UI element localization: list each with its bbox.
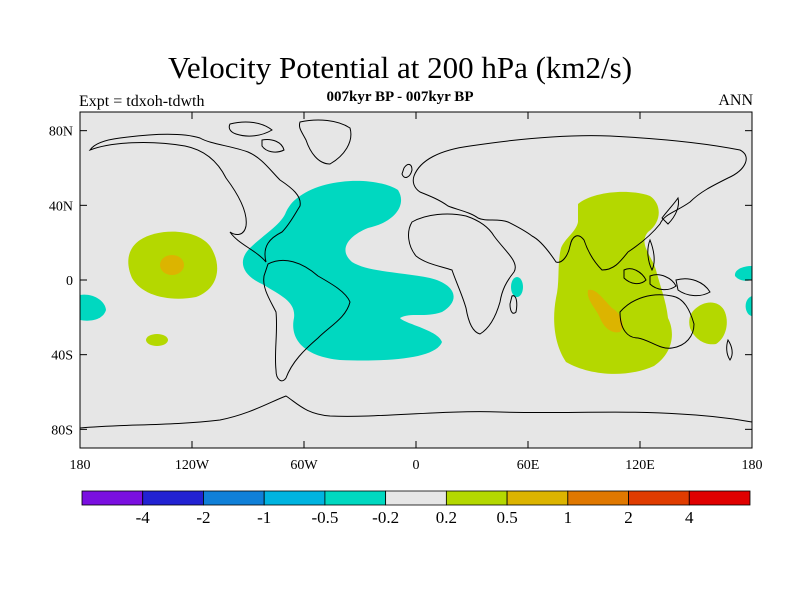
lon-label: 60W — [290, 458, 318, 473]
map-subtitle: 007kyr BP - 007kyr BP — [326, 89, 474, 105]
colorbar-labels: -4 -2 -1 -0.5 -0.2 0.2 0.5 1 2 4 — [136, 508, 694, 527]
colorbar-label: 4 — [685, 508, 694, 527]
lat-label: 40S — [51, 349, 73, 364]
lon-label: 60E — [517, 458, 540, 473]
map-title: Velocity Potential at 200 hPa (km2/s) — [167, 50, 633, 85]
new-zealand-coast — [726, 338, 733, 361]
lon-label: 120W — [175, 458, 210, 473]
lat-label: 40N — [49, 199, 73, 214]
africa-coast — [408, 213, 516, 335]
madagascar-coast — [509, 295, 518, 314]
north-america-coast — [88, 133, 301, 263]
lon-label: 120E — [625, 458, 655, 473]
colorbar-label: -1 — [257, 508, 271, 527]
colorbar-label: 0.5 — [496, 508, 517, 527]
colorbar-box — [203, 490, 265, 506]
southwest-pacific-positive-region — [689, 302, 727, 345]
lon-label: 180 — [70, 458, 91, 473]
colorbar-box — [567, 490, 629, 506]
colorbar-label: 0.2 — [436, 508, 457, 527]
anomaly-fields — [80, 119, 752, 429]
colorbar-box — [263, 490, 326, 506]
antarctica-coast — [80, 395, 752, 429]
colorbar-label: -2 — [196, 508, 210, 527]
lon-label: 180 — [742, 458, 763, 473]
lat-label: 0 — [66, 274, 73, 289]
eurasia-coast — [412, 135, 747, 271]
east-edge-negative-region-1 — [734, 266, 752, 281]
colorbar-label: 2 — [624, 508, 633, 527]
south-america-coast — [263, 260, 351, 382]
colorbar-label: -0.2 — [372, 508, 399, 527]
colorbar-label: 1 — [564, 508, 573, 527]
atlantic-negative-region — [242, 180, 454, 361]
lat-label: 80S — [51, 423, 73, 438]
southeast-asia-islands-coast — [623, 238, 711, 297]
east-edge-negative-region-2 — [745, 296, 752, 316]
colorbar-label: -4 — [136, 508, 151, 527]
colorbar-box — [628, 490, 690, 506]
axis-ticks — [79, 112, 753, 448]
east-pacific-core — [160, 255, 184, 275]
strong-positive-cores — [160, 255, 623, 333]
arctic-islands-coast — [228, 121, 285, 153]
colorbar-box — [506, 490, 569, 506]
africa-small-negative-region — [511, 277, 523, 297]
colorbar — [81, 490, 751, 506]
lat-label: 80N — [49, 125, 73, 140]
negative-anomaly-regions — [80, 180, 752, 361]
positive-anomaly-regions — [128, 191, 727, 374]
lon-label: 0 — [413, 458, 420, 473]
colorbar-box — [324, 490, 387, 506]
colorbar-label: -0.5 — [311, 508, 338, 527]
colorbar-box — [142, 490, 204, 506]
season-label: ANN — [718, 92, 753, 109]
colorbar-box — [445, 490, 508, 506]
south-pacific-small-positive-region — [146, 334, 168, 346]
colorbar-box — [81, 490, 144, 506]
coastlines — [80, 119, 752, 429]
experiment-label: Expt = tdxoh-tdwth — [79, 93, 205, 110]
west-pacific-edge-negative-region — [80, 294, 106, 321]
latitude-labels: 80N 40N 0 40S 80S — [49, 125, 73, 439]
japan-coast — [661, 196, 679, 225]
indian-ocean-core — [587, 289, 623, 333]
indian-ocean-positive-region — [554, 191, 672, 374]
colorbar-box — [688, 490, 751, 506]
colorbar-box — [385, 490, 447, 506]
greenland-coast — [299, 119, 352, 165]
longitude-labels: 180 120W 60W 0 60E 120E 180 — [70, 458, 763, 473]
australia-coast — [619, 294, 695, 349]
uk-coast — [401, 163, 413, 178]
